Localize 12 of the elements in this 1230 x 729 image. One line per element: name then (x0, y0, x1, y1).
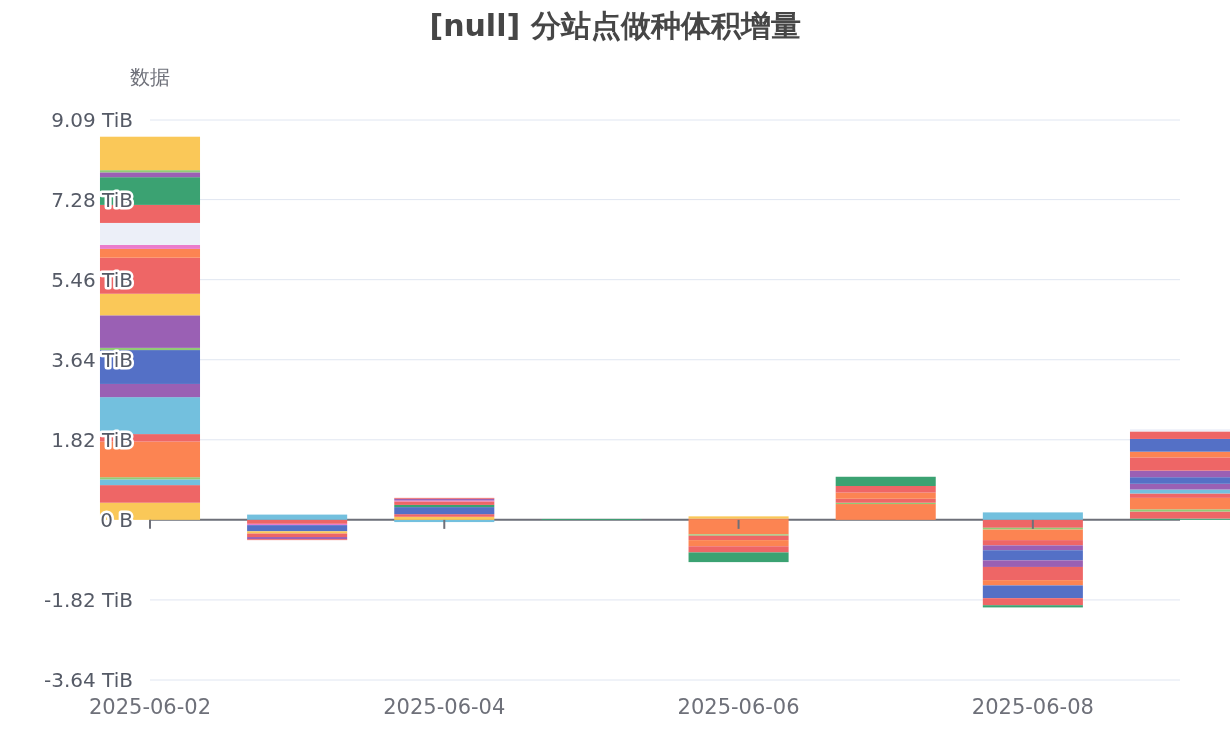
y-tick-label: 9.09 TiB (51, 108, 133, 132)
y-tick-label: -1.82 TiB (44, 587, 133, 612)
x-tick-label: 2025-06-04 (383, 695, 506, 719)
y-tick-label: 1.82 TiB (51, 427, 133, 452)
y-tick-label: 3.64 TiB (51, 347, 133, 372)
x-tick-label: 2025-06-08 (971, 695, 1094, 719)
y-tick-label: -3.64 TiB (44, 668, 133, 692)
x-tick-label: 2025-06-02 (88, 695, 212, 719)
x-tick-label: 2025-06-06 (677, 695, 800, 719)
y-tick-label: 5.46 TiB (51, 267, 133, 292)
chart-title: [null] 分站点做种体积增量 (429, 8, 801, 43)
y-axis-title: 数据 (130, 65, 170, 89)
